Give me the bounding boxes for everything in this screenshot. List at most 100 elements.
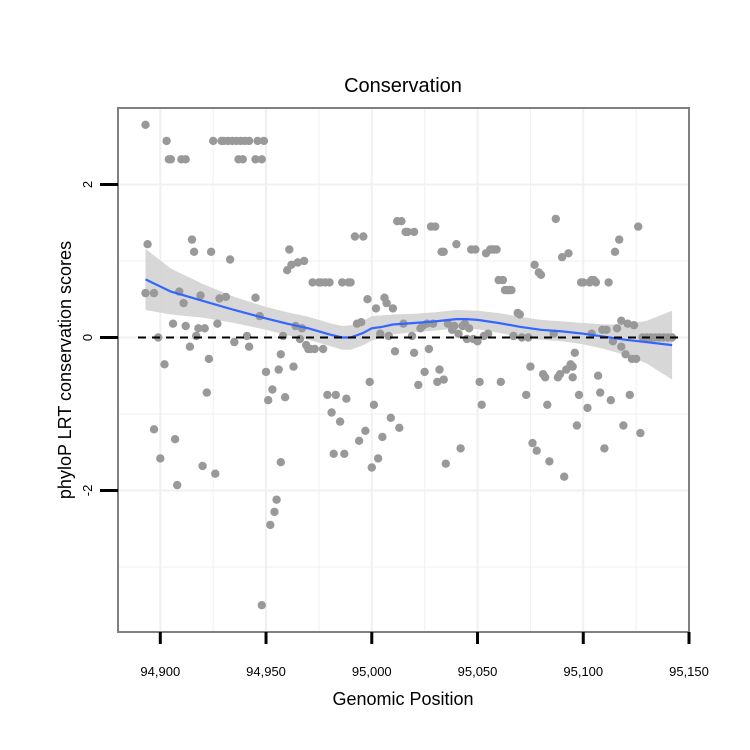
y-axis-title: phyloP LRT conservation scores <box>55 241 75 499</box>
data-point <box>204 354 214 364</box>
data-point <box>431 222 440 231</box>
data-point <box>261 367 271 377</box>
data-point <box>555 370 565 379</box>
data-point <box>532 446 541 455</box>
data-point <box>617 342 626 351</box>
data-point <box>166 155 176 164</box>
data-point <box>359 232 368 241</box>
data-point <box>259 136 269 146</box>
data-point <box>257 155 266 164</box>
data-point <box>268 385 277 394</box>
data-point <box>270 507 279 517</box>
data-point <box>363 295 372 304</box>
data-point <box>433 377 442 387</box>
data-point <box>522 390 531 400</box>
data-point <box>617 316 626 325</box>
data-point <box>168 319 178 328</box>
data-point <box>382 298 391 308</box>
data-point <box>293 258 302 267</box>
data-point <box>634 222 643 231</box>
data-point <box>162 136 171 146</box>
x-tick-label: 94,900 <box>140 664 180 679</box>
x-tick-label: 95,000 <box>352 664 392 679</box>
data-point <box>251 155 260 164</box>
data-point <box>610 247 620 256</box>
data-point <box>181 321 190 331</box>
data-point <box>496 377 505 387</box>
data-point <box>156 454 165 463</box>
data-point <box>289 362 298 371</box>
data-point <box>215 294 224 303</box>
data-point <box>456 444 465 453</box>
data-point <box>278 331 288 341</box>
data-point <box>276 350 285 359</box>
chart-title: Conservation <box>344 75 462 97</box>
data-point <box>441 459 450 468</box>
confidence-ribbon-layer <box>145 248 673 380</box>
data-point <box>346 278 355 287</box>
data-point <box>388 304 398 313</box>
data-point <box>257 601 266 610</box>
x-axis-title: Genomic Position <box>332 689 473 709</box>
data-point <box>230 337 239 347</box>
data-point <box>318 344 328 354</box>
data-point <box>295 334 305 344</box>
data-point <box>596 388 605 397</box>
data-point <box>280 393 290 402</box>
data-point <box>483 329 493 338</box>
data-point <box>327 408 336 417</box>
data-point <box>323 390 332 400</box>
data-point <box>515 310 524 319</box>
data-point <box>424 344 434 354</box>
data-point <box>397 217 406 226</box>
x-tick-label: 95,150 <box>669 664 709 679</box>
data-point <box>409 348 419 357</box>
data-point <box>574 390 584 400</box>
data-point <box>365 377 374 387</box>
data-point <box>357 318 366 327</box>
data-point <box>395 423 404 432</box>
data-point <box>354 436 364 445</box>
panel-border <box>117 107 690 633</box>
data-point <box>509 331 518 341</box>
data-point <box>450 321 459 331</box>
data-point <box>439 247 448 256</box>
data-point <box>244 136 254 146</box>
data-point <box>568 373 577 382</box>
data-point <box>551 214 560 224</box>
data-point <box>373 454 383 463</box>
data-point <box>572 421 582 430</box>
data-point <box>361 426 370 435</box>
data-point <box>179 298 188 308</box>
y-tick-label: 2 <box>80 181 95 188</box>
data-point <box>367 463 376 472</box>
data-point <box>386 413 395 422</box>
data-point <box>452 240 461 249</box>
data-point <box>376 329 385 338</box>
data-point <box>170 435 180 444</box>
data-point <box>238 155 247 164</box>
data-point <box>560 472 569 481</box>
data-point <box>471 245 480 254</box>
data-point <box>378 432 387 442</box>
data-point <box>209 136 218 146</box>
data-point <box>287 260 296 269</box>
data-point <box>414 380 423 390</box>
data-point <box>211 469 220 478</box>
data-point <box>371 304 381 313</box>
data-point <box>143 240 152 249</box>
data-point <box>329 449 338 458</box>
data-point <box>621 350 630 359</box>
data-point <box>390 347 400 356</box>
data-point <box>564 249 573 258</box>
data-point <box>149 425 159 434</box>
data-point <box>285 245 294 254</box>
data-point <box>602 325 611 334</box>
data-point <box>543 400 552 409</box>
data-point <box>299 256 309 266</box>
data-point <box>141 120 150 129</box>
data-point <box>340 449 349 458</box>
axes-layer: 94,900 94,950 95,000 95,050 95,100 95,150 -2 0 2 <box>80 181 709 679</box>
x-tick-label: 95,100 <box>563 664 603 679</box>
data-point <box>435 365 444 374</box>
